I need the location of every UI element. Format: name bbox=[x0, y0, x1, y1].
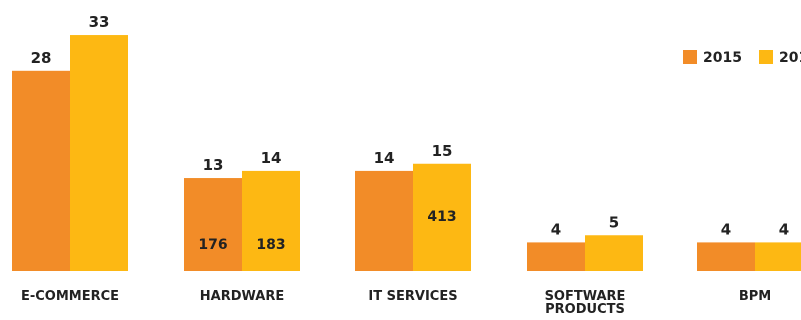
category-label-3: SOFTWARE bbox=[545, 289, 626, 304]
legend: 2015 2016 bbox=[683, 50, 801, 66]
bar-2016-0 bbox=[70, 35, 128, 271]
value-label-2016-4: 4 bbox=[779, 220, 789, 238]
value-label-2015-4: 4 bbox=[721, 220, 731, 238]
bar-2015-0 bbox=[12, 70, 70, 271]
labels-layer: 28 33 E-COMMERCE 13 176 14 183 HARDWARE 14 15 413 I… bbox=[21, 13, 789, 317]
legend-swatch-2016 bbox=[759, 50, 773, 64]
legend-label-2015: 2015 bbox=[703, 50, 742, 66]
value-label-2016-3: 5 bbox=[609, 213, 619, 231]
bar-2015-1 bbox=[184, 178, 242, 271]
category-label-1: HARDWARE bbox=[200, 289, 284, 304]
inner-label-2015-1: 176 bbox=[198, 237, 227, 253]
value-label-2015-0: 28 bbox=[31, 49, 52, 67]
inner-label-2016-1: 183 bbox=[256, 237, 285, 253]
bar-2016-3 bbox=[585, 235, 643, 271]
value-label-2015-3: 4 bbox=[551, 220, 561, 238]
category-label-3-line1: PRODUCTS bbox=[545, 302, 625, 317]
bar-2016-4 bbox=[755, 242, 801, 271]
bar-2015-3 bbox=[527, 242, 585, 271]
bar-2016-2 bbox=[413, 163, 471, 271]
value-label-2016-0: 33 bbox=[89, 13, 110, 31]
bars-layer bbox=[12, 35, 801, 271]
value-label-2015-2: 14 bbox=[374, 149, 395, 167]
bar-2015-4 bbox=[697, 242, 755, 271]
value-label-2015-1: 13 bbox=[203, 156, 224, 174]
value-label-2016-2: 15 bbox=[432, 142, 453, 160]
legend-swatch-2015 bbox=[683, 50, 697, 64]
category-label-2: IT SERVICES bbox=[368, 289, 457, 304]
category-label-0: E-COMMERCE bbox=[21, 289, 119, 304]
bar-2015-2 bbox=[355, 170, 413, 271]
category-label-4: BPM bbox=[739, 289, 771, 304]
inner-label-2016-2: 413 bbox=[427, 209, 456, 225]
value-label-2016-1: 14 bbox=[261, 149, 282, 167]
bar-2016-1 bbox=[242, 170, 300, 271]
legend-label-2016: 2016 bbox=[779, 50, 801, 66]
